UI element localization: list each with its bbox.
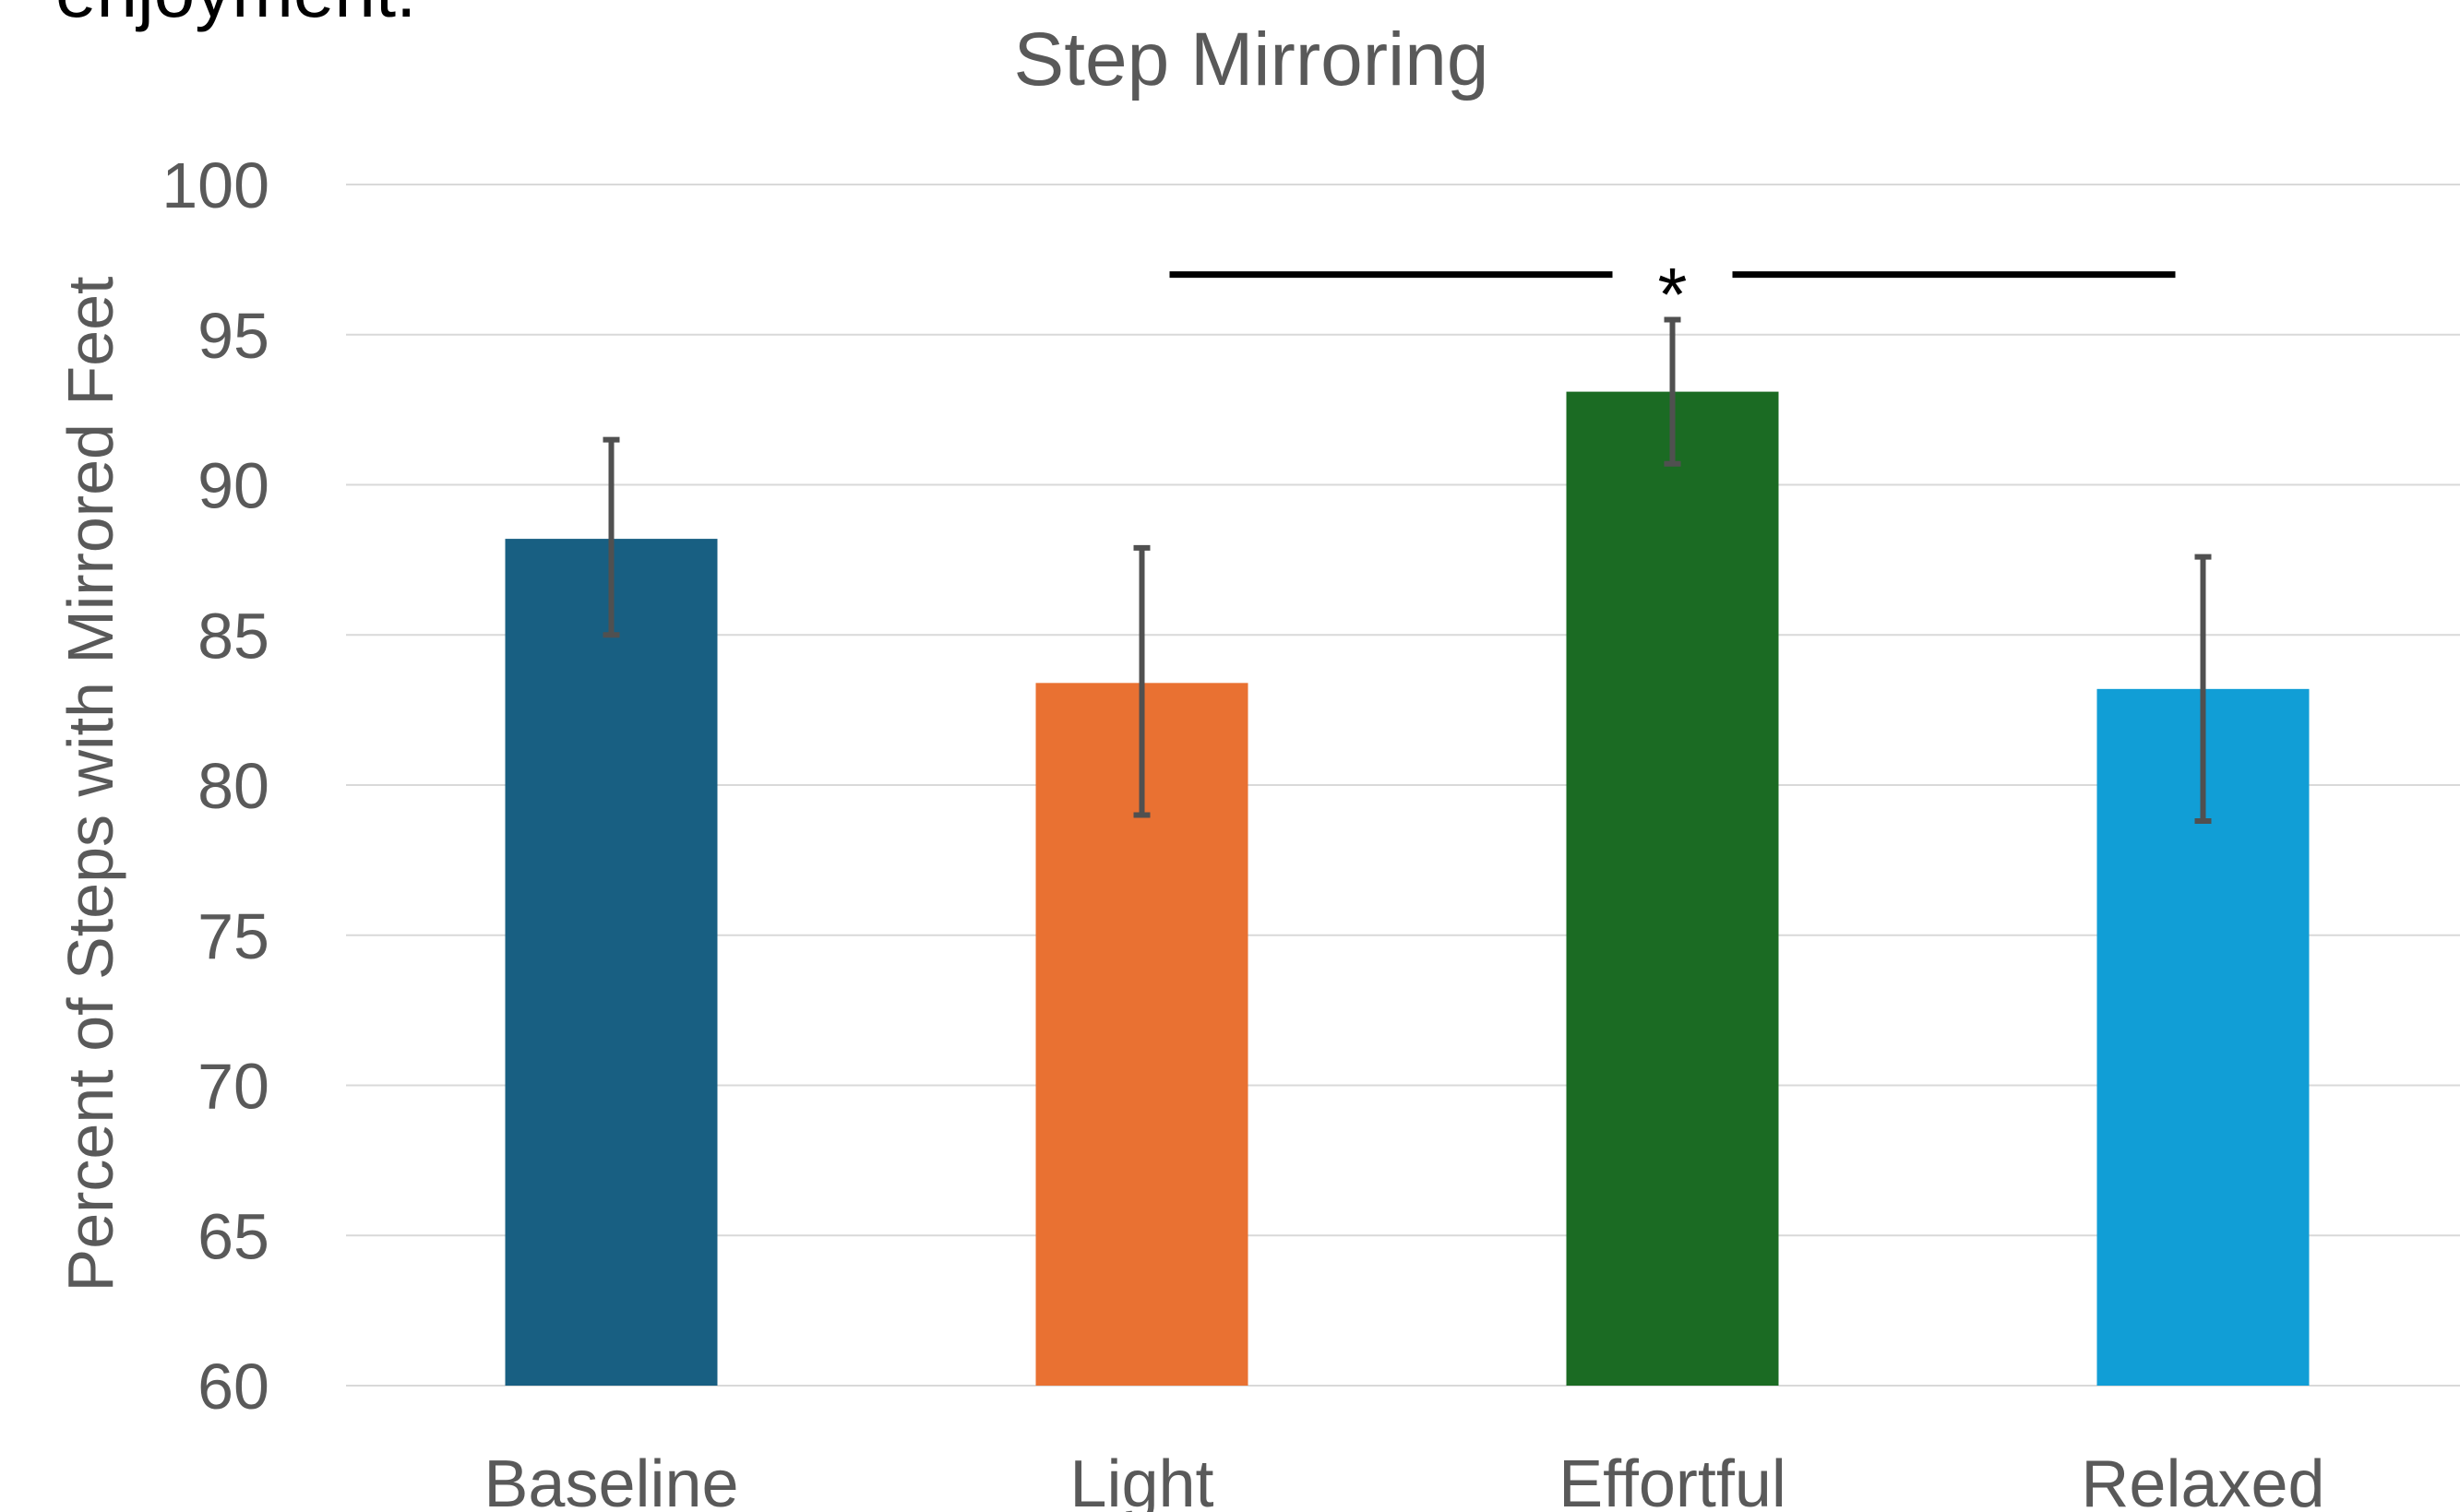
x-tick-label-relaxed: Relaxed [2081, 1447, 2324, 1512]
x-tick-label-light: Light [1069, 1447, 1213, 1512]
bars [505, 391, 2310, 1387]
header-text-fragment: enjoyment. [55, 0, 416, 34]
y-tick-label-70: 70 [197, 1051, 269, 1123]
error-bar-effortful [1664, 316, 1681, 467]
y-tick-label-90: 90 [197, 450, 269, 522]
y-tick-label-60: 60 [197, 1351, 269, 1423]
error-bar-relaxed [2194, 554, 2212, 825]
y-tick-label-100: 100 [161, 149, 269, 221]
y-tick-label-75: 75 [197, 900, 269, 972]
y-tick-label-95: 95 [197, 300, 269, 372]
y-tick-label-80: 80 [197, 750, 269, 822]
error-bar-baseline [603, 436, 620, 638]
x-tick-label-baseline: Baseline [484, 1447, 738, 1512]
x-tick-label-effortful: Effortful [1558, 1447, 1786, 1512]
bar-effortful [1566, 391, 1779, 1387]
x-tick-labels: Baseline Light Effortful Relaxed [484, 1447, 2324, 1512]
bar-baseline [505, 539, 718, 1386]
chart-title: Step Mirroring [1014, 18, 1489, 101]
y-axis-label: Percent of Steps with Mirrored Feet [54, 277, 126, 1292]
y-tick-labels: 60 65 70 75 80 85 90 95 100 [161, 149, 269, 1423]
significance-bracket: * [1169, 254, 2176, 338]
y-tick-label-85: 85 [197, 600, 269, 672]
error-bar-light [1133, 544, 1151, 818]
error-bars [603, 316, 2212, 825]
significance-asterisk: * [1658, 254, 1688, 338]
y-tick-label-65: 65 [197, 1200, 269, 1272]
